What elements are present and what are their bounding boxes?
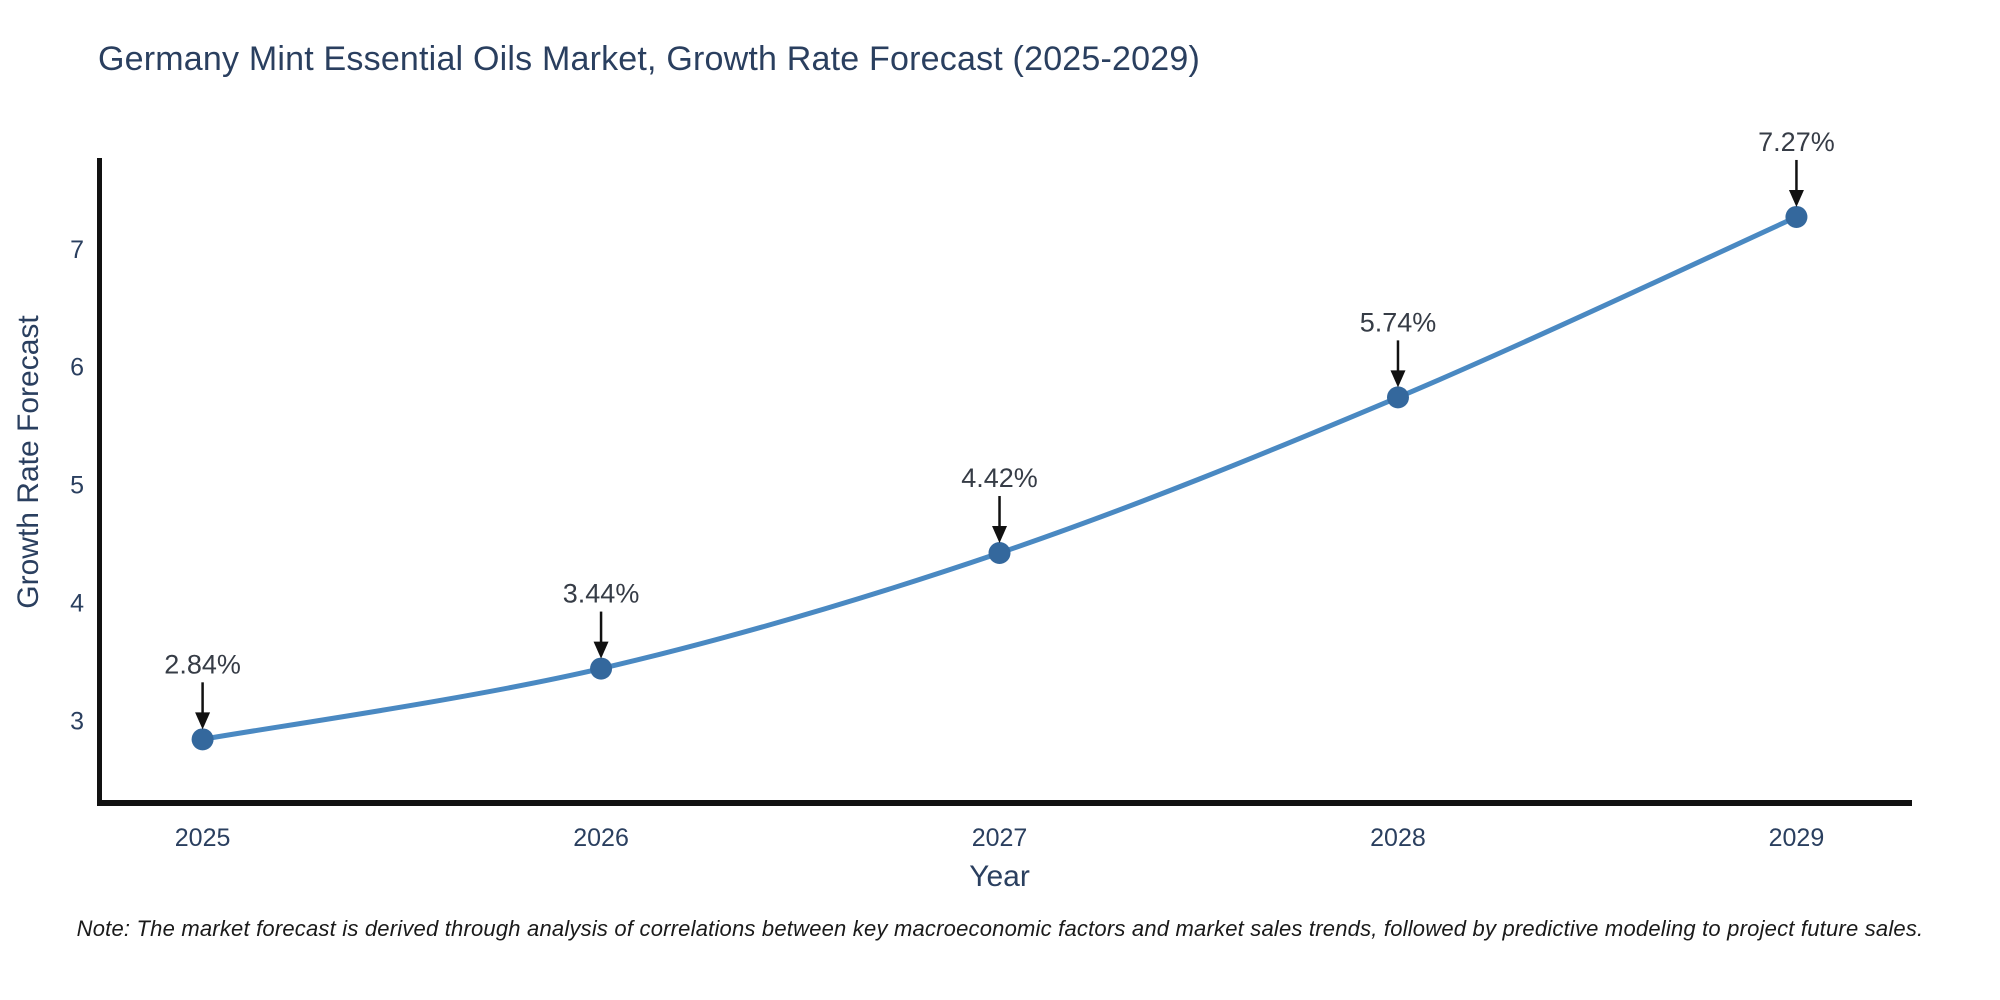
x-tick-label: 2025 [175, 824, 231, 852]
y-tick-label: 5 [70, 472, 84, 500]
annotation-arrowhead [1390, 370, 1406, 388]
point-value-label: 3.44% [563, 579, 640, 609]
x-tick-label: 2029 [1769, 824, 1825, 852]
chart-title: Germany Mint Essential Oils Market, Grow… [98, 40, 1200, 78]
data-point[interactable] [988, 542, 1011, 565]
annotation-arrowhead [992, 526, 1008, 544]
annotation-arrowhead [195, 712, 211, 730]
data-point[interactable] [1785, 205, 1808, 228]
point-value-label: 7.27% [1758, 127, 1835, 157]
y-axis-title: Growth Rate Forecast [12, 315, 45, 609]
annotation-arrowhead [1788, 189, 1804, 207]
y-tick-label: 6 [70, 354, 84, 382]
point-value-label: 4.42% [961, 463, 1038, 493]
footnote: Note: The market forecast is derived thr… [76, 916, 1924, 941]
y-tick-label: 4 [70, 590, 84, 618]
x-axis-title: Year [969, 860, 1030, 893]
x-tick-label: 2026 [573, 824, 629, 852]
y-tick-label: 3 [70, 707, 84, 735]
data-point[interactable] [1386, 386, 1409, 409]
point-value-label: 2.84% [164, 649, 241, 679]
data-point[interactable] [191, 728, 214, 751]
point-value-label: 5.74% [1360, 307, 1437, 337]
data-point[interactable] [590, 657, 613, 680]
x-tick-label: 2028 [1370, 824, 1426, 852]
y-tick-label: 7 [70, 236, 84, 264]
x-tick-label: 2027 [972, 824, 1028, 852]
annotation-arrowhead [593, 641, 609, 659]
